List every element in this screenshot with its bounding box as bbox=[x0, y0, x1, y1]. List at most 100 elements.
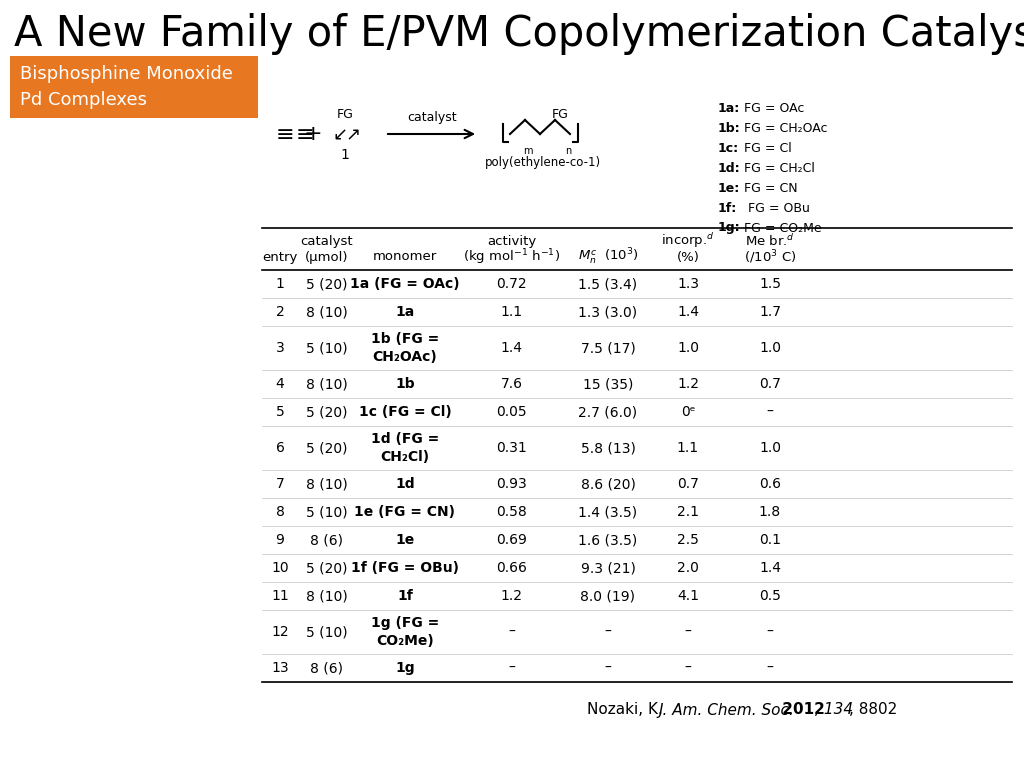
Text: 11: 11 bbox=[271, 589, 289, 603]
Text: n: n bbox=[565, 146, 571, 156]
Text: (μmol): (μmol) bbox=[305, 250, 348, 263]
Text: 13: 13 bbox=[271, 661, 289, 675]
Text: FG: FG bbox=[552, 108, 568, 121]
Text: 3: 3 bbox=[275, 341, 285, 355]
Text: (%): (%) bbox=[677, 250, 699, 263]
Text: 0.31: 0.31 bbox=[496, 441, 527, 455]
Text: –: – bbox=[767, 661, 773, 675]
Text: 8: 8 bbox=[275, 505, 285, 519]
Text: 1.0: 1.0 bbox=[677, 341, 699, 355]
Text: 1e: 1e bbox=[395, 533, 415, 547]
Text: Me br.$^d$: Me br.$^d$ bbox=[745, 233, 795, 249]
Text: –: – bbox=[604, 625, 611, 639]
Text: FG: FG bbox=[337, 108, 353, 121]
Text: 1.1: 1.1 bbox=[677, 441, 699, 455]
Text: 1.4: 1.4 bbox=[501, 341, 522, 355]
Text: 1b: 1b bbox=[395, 377, 415, 391]
Text: 5 (20): 5 (20) bbox=[306, 405, 347, 419]
Text: 15 (35): 15 (35) bbox=[583, 377, 633, 391]
Text: 8.0 (19): 8.0 (19) bbox=[581, 589, 636, 603]
Text: 1a:: 1a: bbox=[718, 101, 740, 114]
Text: 5 (20): 5 (20) bbox=[306, 561, 347, 575]
Text: 1.3: 1.3 bbox=[677, 277, 699, 291]
Text: 1.0: 1.0 bbox=[759, 441, 781, 455]
Text: 5.8 (13): 5.8 (13) bbox=[581, 441, 636, 455]
Text: $\swarrow\!\!\!\nearrow$: $\swarrow\!\!\!\nearrow$ bbox=[330, 126, 360, 144]
Text: 8 (10): 8 (10) bbox=[305, 589, 347, 603]
Text: 0.5: 0.5 bbox=[759, 589, 781, 603]
Text: 0ᵉ: 0ᵉ bbox=[681, 405, 695, 419]
Text: 2012: 2012 bbox=[777, 703, 825, 717]
Text: –: – bbox=[508, 625, 515, 639]
Text: Bisphosphine Monoxide
Pd Complexes: Bisphosphine Monoxide Pd Complexes bbox=[20, 65, 232, 109]
Text: 1f: 1f bbox=[397, 589, 413, 603]
Text: 134: 134 bbox=[819, 703, 853, 717]
Text: 2.5: 2.5 bbox=[677, 533, 699, 547]
Text: –: – bbox=[508, 661, 515, 675]
Text: 0.93: 0.93 bbox=[496, 477, 527, 491]
Text: 0.72: 0.72 bbox=[497, 277, 526, 291]
Text: FG = Cl: FG = Cl bbox=[740, 141, 792, 154]
Text: 0.66: 0.66 bbox=[496, 561, 527, 575]
Text: 1.1: 1.1 bbox=[501, 305, 522, 319]
Text: catalyst: catalyst bbox=[408, 111, 457, 124]
Text: ,: , bbox=[814, 703, 819, 717]
Text: –: – bbox=[767, 625, 773, 639]
Text: 5 (10): 5 (10) bbox=[306, 341, 347, 355]
Text: m: m bbox=[523, 146, 532, 156]
Text: 1.3 (3.0): 1.3 (3.0) bbox=[579, 305, 638, 319]
Text: 1.7: 1.7 bbox=[759, 305, 781, 319]
Text: +: + bbox=[304, 124, 323, 144]
Text: 5 (10): 5 (10) bbox=[306, 505, 347, 519]
Text: 1.2: 1.2 bbox=[677, 377, 699, 391]
Text: 1a: 1a bbox=[395, 305, 415, 319]
Text: 9: 9 bbox=[275, 533, 285, 547]
Text: (kg mol$^{-1}$ h$^{-1}$): (kg mol$^{-1}$ h$^{-1}$) bbox=[463, 247, 560, 266]
Text: 0.05: 0.05 bbox=[497, 405, 526, 419]
Text: 0.6: 0.6 bbox=[759, 477, 781, 491]
Text: 9.3 (21): 9.3 (21) bbox=[581, 561, 636, 575]
Text: 2.1: 2.1 bbox=[677, 505, 699, 519]
Text: 6: 6 bbox=[275, 441, 285, 455]
Text: FG = CN: FG = CN bbox=[740, 181, 798, 194]
Text: 4: 4 bbox=[275, 377, 285, 391]
Text: 1d: 1d bbox=[395, 477, 415, 491]
Text: 1.4 (3.5): 1.4 (3.5) bbox=[579, 505, 638, 519]
Text: 0.58: 0.58 bbox=[496, 505, 527, 519]
Text: 5 (20): 5 (20) bbox=[306, 441, 347, 455]
Text: 1.4: 1.4 bbox=[759, 561, 781, 575]
Text: 7.6: 7.6 bbox=[501, 377, 522, 391]
Text: $\equiv\!\!\equiv$: $\equiv\!\!\equiv$ bbox=[270, 122, 313, 144]
Text: Nozaki, K.: Nozaki, K. bbox=[587, 703, 668, 717]
Text: 1.5: 1.5 bbox=[759, 277, 781, 291]
Text: FG = CH₂Cl: FG = CH₂Cl bbox=[740, 161, 815, 174]
Text: –: – bbox=[685, 661, 691, 675]
Text: 1f:: 1f: bbox=[718, 201, 737, 214]
Text: 2.7 (6.0): 2.7 (6.0) bbox=[579, 405, 638, 419]
Text: 1.5 (3.4): 1.5 (3.4) bbox=[579, 277, 638, 291]
Text: 0.1: 0.1 bbox=[759, 533, 781, 547]
Text: (/10$^3$ C): (/10$^3$ C) bbox=[743, 248, 797, 266]
Text: J. Am. Chem. Soc.: J. Am. Chem. Soc. bbox=[659, 703, 795, 717]
Text: 4.1: 4.1 bbox=[677, 589, 699, 603]
Text: 1d:: 1d: bbox=[718, 161, 740, 174]
Text: 1.8: 1.8 bbox=[759, 505, 781, 519]
FancyBboxPatch shape bbox=[10, 56, 258, 118]
Text: 8 (6): 8 (6) bbox=[310, 661, 343, 675]
Text: 0.7: 0.7 bbox=[759, 377, 781, 391]
Text: 8 (10): 8 (10) bbox=[305, 477, 347, 491]
Text: 1g: 1g bbox=[395, 661, 415, 675]
Text: 8 (6): 8 (6) bbox=[310, 533, 343, 547]
Text: 1b:: 1b: bbox=[718, 121, 740, 134]
Text: 1e:: 1e: bbox=[718, 181, 740, 194]
Text: A New Family of E/PVM Copolymerization Catalysts: A New Family of E/PVM Copolymerization C… bbox=[14, 13, 1024, 55]
Text: FG = OBu: FG = OBu bbox=[740, 201, 810, 214]
Text: FG = OAc: FG = OAc bbox=[740, 101, 805, 114]
Text: 2.0: 2.0 bbox=[677, 561, 699, 575]
Text: 1f (FG = OBu): 1f (FG = OBu) bbox=[351, 561, 459, 575]
Text: 1g (FG =
CO₂Me): 1g (FG = CO₂Me) bbox=[371, 617, 439, 647]
Text: poly(ethylene-co-1): poly(ethylene-co-1) bbox=[485, 156, 601, 169]
Text: , 8802: , 8802 bbox=[849, 703, 897, 717]
Text: 1c:: 1c: bbox=[718, 141, 739, 154]
Text: 0.7: 0.7 bbox=[677, 477, 699, 491]
